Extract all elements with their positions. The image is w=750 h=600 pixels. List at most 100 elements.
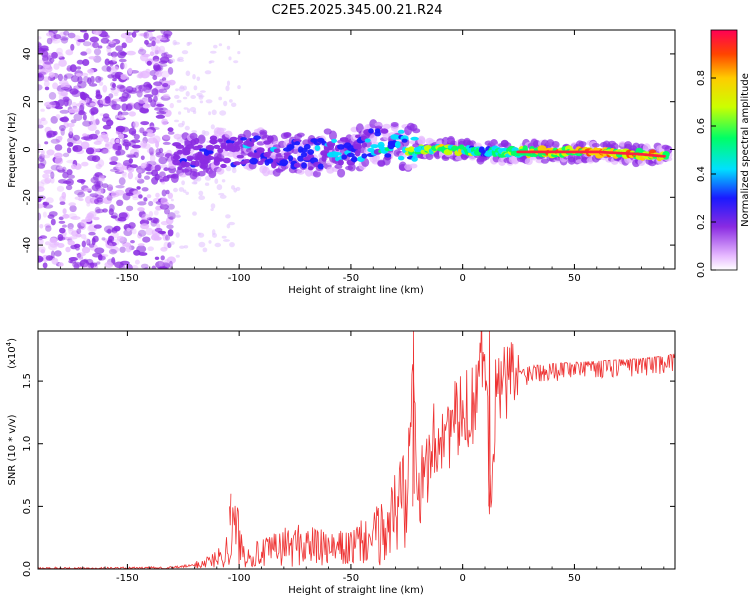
spectrogram-noise-cell — [107, 60, 118, 65]
spectrogram-noise-cell — [204, 182, 210, 186]
spectrogram-noise-cell — [44, 65, 53, 73]
spectrogram-noise-cell — [38, 197, 42, 203]
spectrogram-noise-cell — [38, 237, 44, 246]
spectrogram-noise-cell — [41, 154, 51, 159]
spectrogram-noise-cell — [158, 260, 166, 267]
spectrogram-noise-cell — [80, 72, 89, 77]
spectrogram-noise-cell — [62, 96, 70, 102]
spectrogram-noise-cell — [204, 70, 212, 75]
spectrogram-noise-cell — [183, 85, 187, 91]
spectrogram-noise-cell — [78, 104, 85, 113]
spectrogram-noise-cell — [119, 85, 126, 93]
spectrogram-noise-cell — [58, 262, 64, 267]
spectrogram-noise-cell — [185, 191, 189, 195]
spectrogram-noise-cell — [80, 179, 85, 185]
spectrogram-ridge-cell — [364, 138, 371, 143]
spectrogram-noise-cell — [153, 236, 162, 241]
spectrogram-noise-cell — [97, 99, 103, 106]
spectrogram-noise-cell — [148, 200, 154, 207]
spectrogram-noise-cell — [54, 157, 64, 165]
spectrogram-noise-cell — [167, 131, 175, 135]
spectrogram-noise-cell — [161, 118, 169, 126]
spectrogram-noise-cell — [112, 78, 117, 82]
spectrogram-halo-cell — [170, 173, 179, 184]
spectrogram-noise-cell — [210, 208, 214, 212]
spectrogram-ridge-cell — [267, 135, 274, 143]
spectrogram-noise-cell — [128, 222, 136, 229]
spectrogram-noise-cell — [40, 108, 45, 112]
spectrogram-noise-cell — [166, 224, 174, 230]
spectrogram-noise-cell — [137, 243, 145, 247]
spectrogram-ridge-cell — [380, 128, 389, 134]
spectrogram-noise-cell — [60, 86, 70, 91]
spectrogram-ridge-cell — [297, 155, 304, 162]
spectrogram-noise-cell — [159, 203, 169, 210]
spectrogram-noise-cell — [125, 104, 133, 111]
spectrogram-noise-cell — [162, 134, 171, 142]
spectrogram-noise-cell — [128, 111, 136, 117]
spectrogram-noise-cell — [80, 234, 87, 239]
spectrogram-noise-cell — [143, 94, 154, 98]
spectrogram-noise-cell — [219, 110, 227, 116]
spectrogram-noise-cell — [162, 233, 169, 241]
spectrogram-noise-cell — [174, 210, 180, 215]
spectrogram-noise-cell — [128, 127, 137, 135]
spectrogram-noise-cell — [59, 109, 69, 114]
spectrogram-noise-cell — [68, 126, 73, 135]
spectrogram-noise-cell — [60, 37, 69, 44]
colorbar-tick-label: 0.6 — [696, 118, 707, 134]
spectrogram-noise-cell — [126, 227, 131, 232]
spectrogram-ridge-cell — [176, 149, 183, 155]
spectrogram-noise-cell — [136, 186, 141, 190]
spectrogram-noise-cell — [160, 197, 168, 205]
snr-frame — [37, 330, 676, 570]
spectrogram-noise-cell — [208, 240, 212, 244]
spectrogram-noise-cell — [106, 45, 112, 50]
spectrogram-noise-cell — [93, 140, 102, 145]
spectrogram-noise-cell — [79, 91, 85, 96]
spectrogram-noise-cell — [126, 50, 136, 56]
spectrogram-noise-cell — [202, 247, 208, 253]
spectrogram-noise-cell — [86, 238, 91, 246]
spectrogram-noise-cell — [55, 106, 63, 110]
spectrogram-noise-cell — [71, 164, 77, 170]
spectrogram-noise-cell — [212, 232, 217, 238]
spectrogram-noise-cell — [62, 208, 67, 215]
spectrogram-noise-cell — [181, 180, 186, 186]
colorbar-tick-label: 0.0 — [696, 262, 707, 278]
spectrogram-noise-cell — [38, 71, 47, 75]
spectrogram-noise-cell — [164, 208, 170, 215]
spectrogram-ridge-cell — [370, 144, 379, 149]
spectrogram-noise-cell — [120, 111, 129, 116]
spectrogram-ridge-cell — [243, 159, 251, 164]
spectrogram-noise-cell — [48, 92, 57, 100]
snr-scale-text: (x104) — [5, 338, 18, 369]
spectrogram-noise-cell — [108, 248, 117, 255]
spectrogram-noise-cell — [162, 141, 171, 145]
spectrogram-halo-cell — [243, 129, 252, 139]
spectrogram-noise-cell — [183, 107, 189, 110]
spectrogram-noise-cell — [117, 166, 125, 172]
spectrogram-noise-cell — [120, 73, 128, 80]
spectrogram-halo-cell — [224, 130, 233, 138]
spectrogram-noise-cell — [229, 99, 233, 103]
spectrogram-noise-cell — [98, 81, 104, 86]
colorbar-label: Normalized spectral amplitude — [740, 73, 750, 227]
spectrogram-noise-cell — [136, 90, 143, 98]
spectrogram-noise-cell — [131, 264, 139, 269]
spectrogram-noise-cell — [38, 186, 45, 192]
spectrogram-noise-cell — [162, 77, 167, 81]
spectrogram-noise-cell — [136, 169, 143, 174]
snr-series-line — [38, 331, 675, 569]
spectrogram-noise-cell — [81, 161, 89, 167]
spectrogram-noise-cell — [231, 167, 237, 174]
spectrogram-noise-cell — [82, 114, 87, 121]
spectrogram-noise-cell — [58, 220, 66, 224]
spectrogram-noise-cell — [164, 259, 170, 264]
spectrogram-noise-cell — [138, 33, 145, 37]
spectrogram-noise-cell — [201, 130, 206, 135]
spectrogram-noise-cell — [229, 242, 235, 248]
spectrogram-noise-cell — [54, 250, 62, 257]
spectrogram-noise-cell — [153, 210, 159, 216]
spectrogram-noise-cell — [121, 92, 130, 99]
